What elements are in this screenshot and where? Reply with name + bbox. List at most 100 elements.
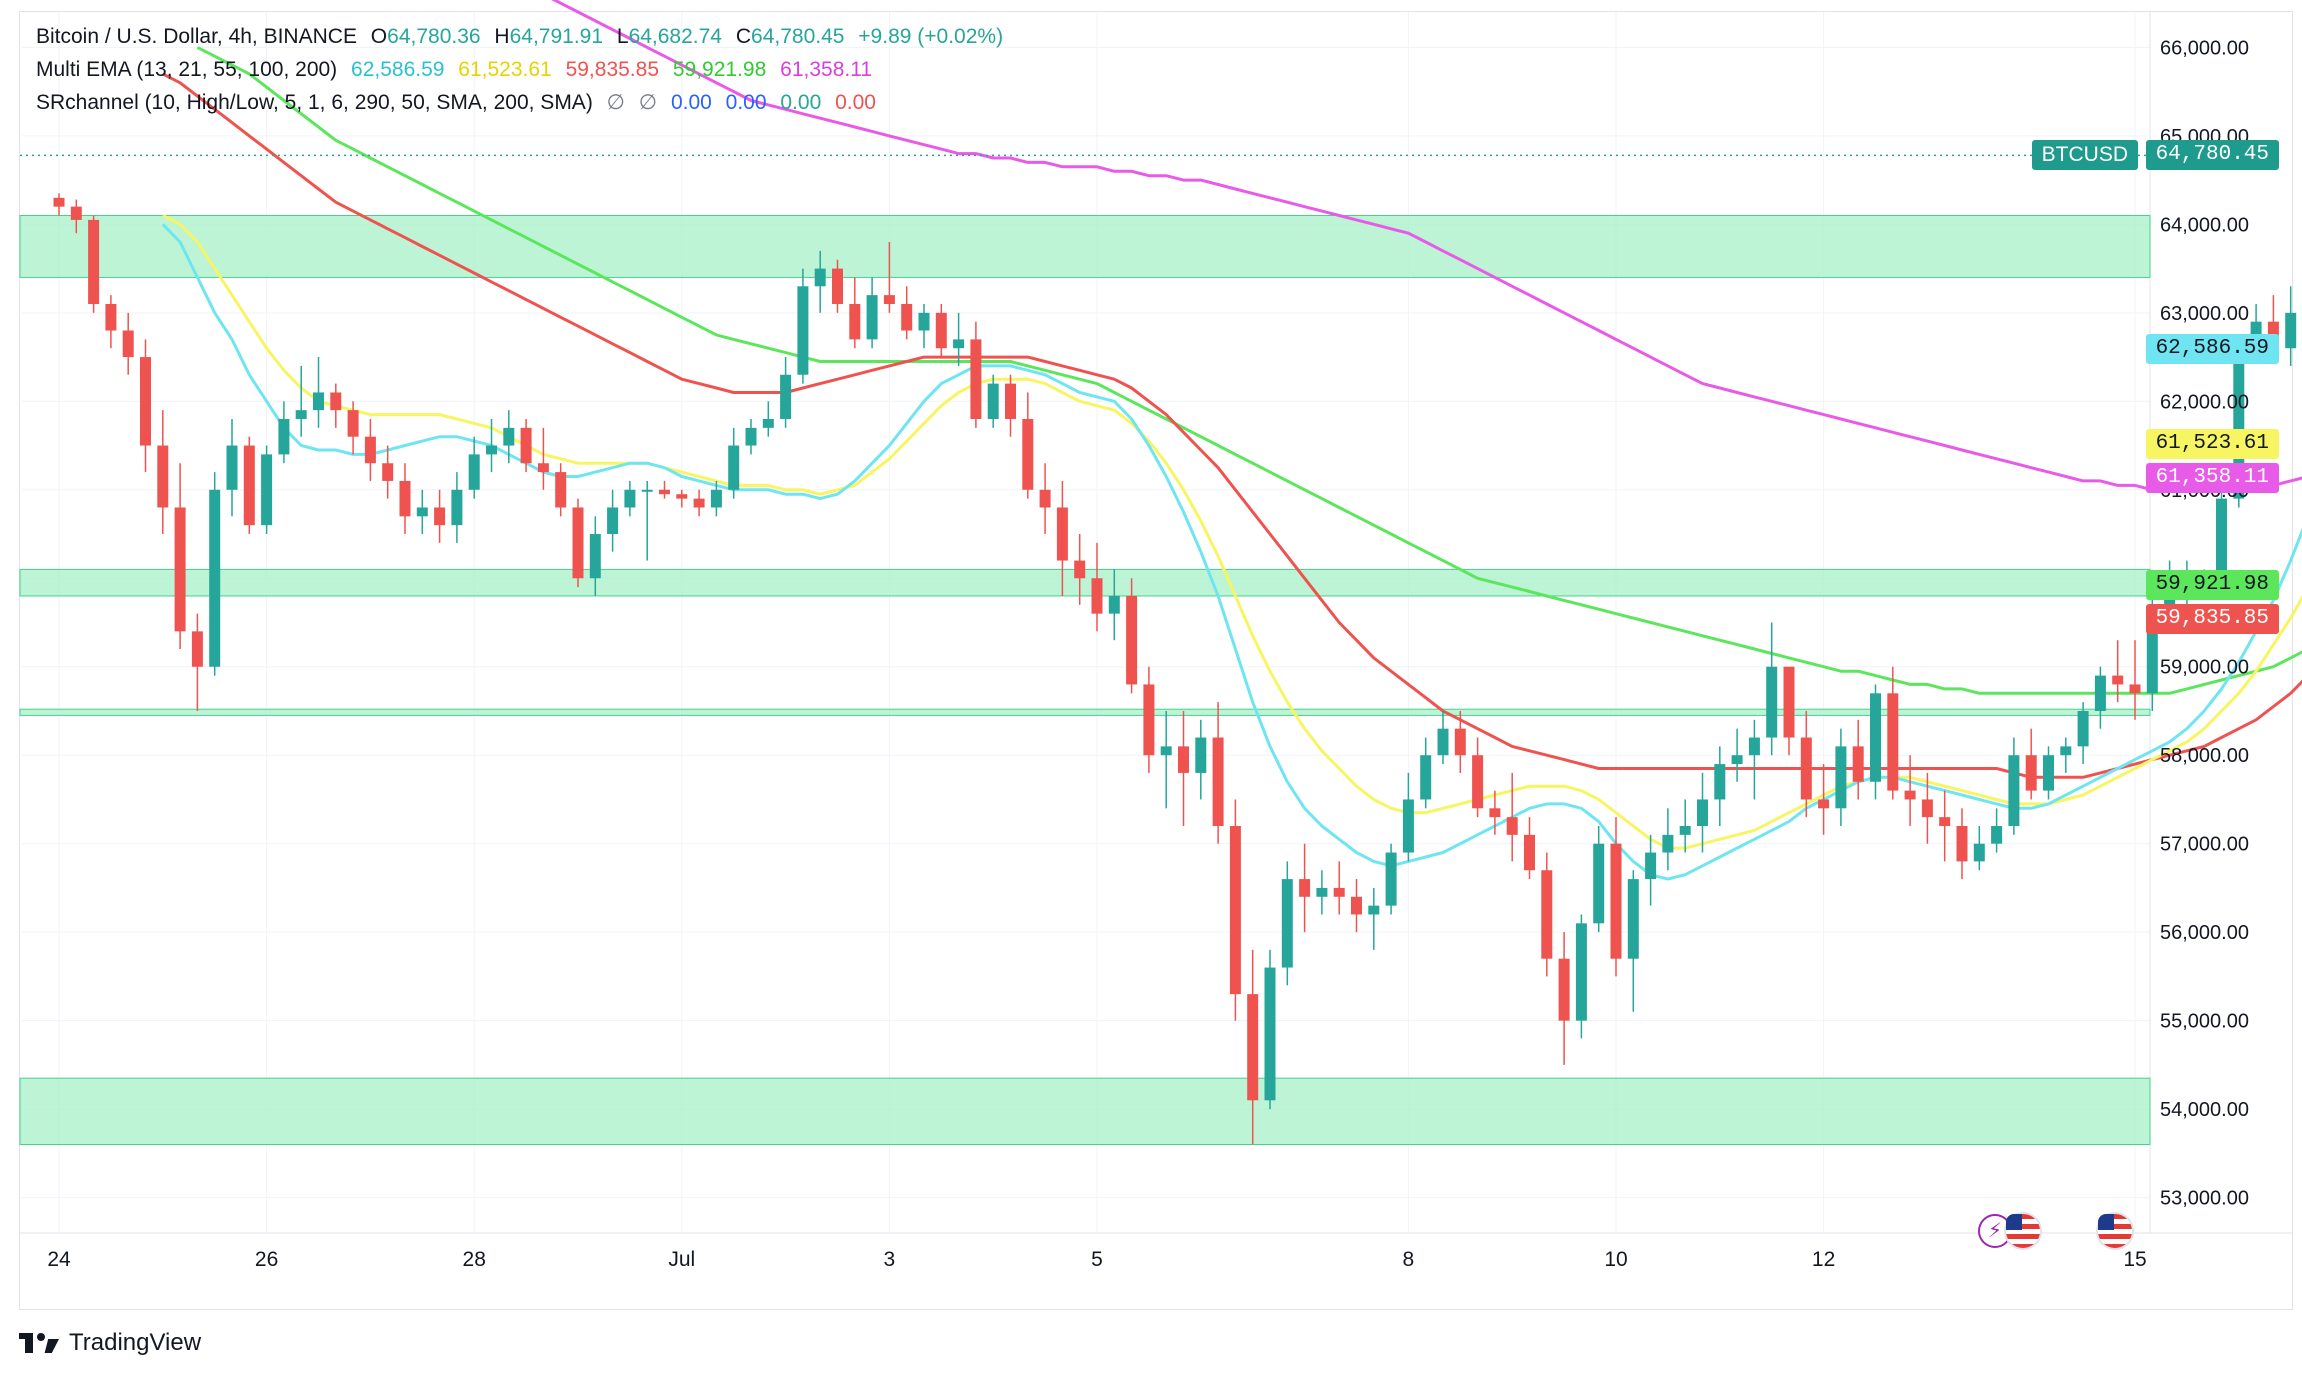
sr-zones <box>19 215 2151 1146</box>
candle-body <box>1420 755 1432 800</box>
candle-body <box>710 489 722 508</box>
candle-body <box>105 303 117 331</box>
candle-body <box>295 410 307 419</box>
candle-body <box>1697 799 1708 826</box>
y-tick-label: 59,000.00 <box>2160 657 2249 679</box>
candle-body <box>416 507 428 517</box>
y-tick-label: 55,000.00 <box>2160 1011 2249 1033</box>
ema13-price-tag: 62,586.59 <box>2145 334 2279 365</box>
sr-value-1: 0.00 <box>670 91 712 114</box>
x-tick-label: 10 <box>1604 1248 1627 1271</box>
x-tick-label: 26 <box>255 1248 278 1271</box>
candle-body <box>1091 578 1103 614</box>
x-tick-label: 15 <box>2123 1248 2146 1271</box>
candle-body <box>745 427 757 446</box>
symbol-title: Bitcoin / U.S. Dollar, 4h, BINANCE <box>36 25 357 48</box>
us-flag-icon-2[interactable] <box>2096 1212 2134 1250</box>
grid <box>20 12 2292 1234</box>
candle-body <box>1056 507 1068 561</box>
axes: 53,000.00 54,000.00 55,000.00 56,000.00 57,0… <box>47 37 2249 1271</box>
candle-body <box>1368 905 1380 915</box>
candle-body <box>1437 728 1449 756</box>
candle-body <box>918 312 930 331</box>
y-tick-label: 66,000.00 <box>2160 37 2249 59</box>
candle-body <box>1541 870 1553 959</box>
candle-body <box>520 427 532 464</box>
candle-body <box>1783 666 1795 738</box>
candle-body <box>883 295 895 304</box>
candle-body <box>1973 843 1985 862</box>
candle-body <box>486 445 497 455</box>
candle-body <box>1212 737 1224 826</box>
sr-value-4: 0.00 <box>835 91 876 114</box>
candle-body <box>624 489 636 508</box>
x-tick-label: 24 <box>47 1248 71 1271</box>
ema55-price-tag: 59,835.85 <box>2145 604 2279 635</box>
sr-value-3: 0.00 <box>780 91 822 114</box>
candle-body <box>1160 746 1172 756</box>
candle-body <box>2060 746 2072 756</box>
chart-frame <box>19 11 2293 1310</box>
high-label: H <box>494 25 510 48</box>
candle-body <box>728 445 740 490</box>
candle-body <box>1195 737 1207 773</box>
low-label: L <box>616 25 629 48</box>
candle-body <box>589 534 601 579</box>
x-tick-label: Jul <box>668 1248 695 1271</box>
candle-body <box>2025 755 2037 791</box>
candle-body <box>468 454 480 490</box>
candle-body <box>261 454 273 526</box>
candle-body <box>347 410 359 437</box>
candle-body <box>1904 790 1916 800</box>
candle-body <box>1558 958 1570 1021</box>
candle-body <box>1991 826 2003 844</box>
y-tick-label: 58,000.00 <box>2160 745 2249 767</box>
candle-body <box>2043 755 2054 791</box>
candle-body <box>1679 826 1691 835</box>
candle-body <box>1818 799 1830 809</box>
candle-body <box>953 339 965 349</box>
candle-body <box>1039 489 1051 508</box>
legend-line-ema: Multi EMA (13, 21, 55, 100, 200) 62,586.… <box>36 55 880 85</box>
candle-body <box>503 427 515 446</box>
y-tick-label: 62,000.00 <box>2160 391 2249 413</box>
candle-body <box>70 206 82 220</box>
legend-line-main: Bitcoin / U.S. Dollar, 4h, BINANCE O 64,7… <box>36 22 1011 52</box>
candle-body <box>762 419 774 428</box>
footer: TradingView <box>19 1329 201 1357</box>
candle-body <box>2146 622 2158 694</box>
candle-body <box>1229 826 1241 995</box>
candles[interactable] <box>53 140 2302 1145</box>
sr-empty-2: ∅ <box>638 91 658 114</box>
candle-body <box>2077 710 2089 747</box>
candle-body <box>970 339 982 419</box>
candle-body <box>849 303 861 340</box>
srchannel-indicator-name: SRchannel (10, High/Low, 5, 1, 6, 290, 5… <box>36 91 593 114</box>
symbol-price-tag: BTCUSD <box>2031 140 2138 171</box>
sr-zone <box>19 215 2151 278</box>
candle-body <box>1472 755 1484 809</box>
candle-body <box>399 480 411 517</box>
candle-body <box>1627 879 1639 959</box>
sr-zone <box>19 708 2151 716</box>
candle-body <box>53 197 65 207</box>
y-tick-label: 63,000.00 <box>2160 303 2249 325</box>
candle-body <box>88 219 100 304</box>
candle-body <box>1005 383 1016 419</box>
candle-body <box>814 268 826 287</box>
candle-body <box>434 507 446 526</box>
candle-body <box>1385 852 1397 906</box>
last-price-tag: 64,780.45 <box>2145 140 2279 171</box>
us-flag-icon[interactable] <box>2004 1212 2042 1250</box>
candle-body <box>209 489 221 667</box>
candle-body <box>157 445 169 508</box>
y-tick-label: 57,000.00 <box>2160 834 2249 856</box>
candle-body <box>572 507 584 579</box>
candle-body <box>555 472 567 508</box>
close-value: 64,780.45 <box>751 25 845 48</box>
open-label: O <box>370 25 388 48</box>
candle-body <box>1714 764 1726 800</box>
ema13-value: 62,586.59 <box>351 58 445 81</box>
candle-body <box>2216 498 2227 579</box>
